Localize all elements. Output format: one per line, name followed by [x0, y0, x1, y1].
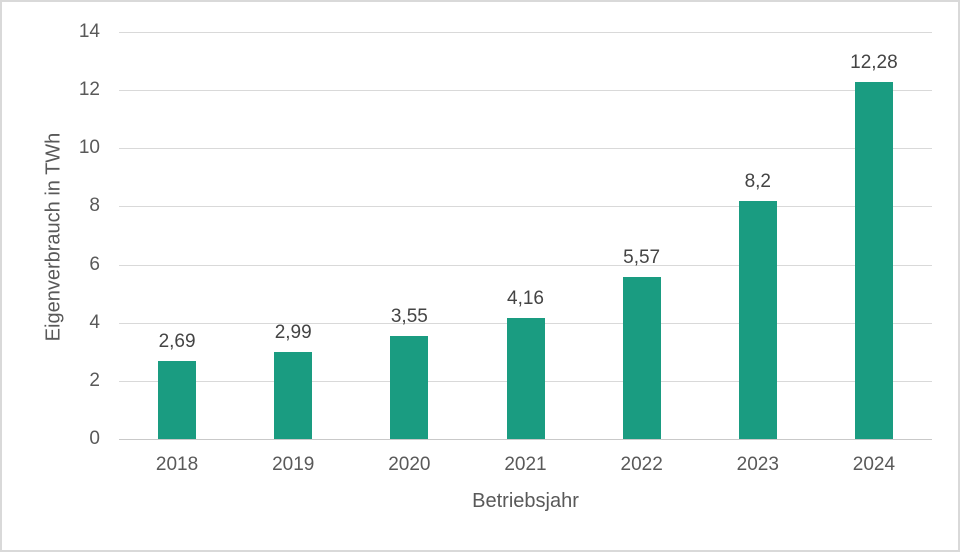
gridline — [119, 264, 932, 266]
bar-2022 — [622, 277, 661, 439]
bar-2021 — [506, 318, 545, 439]
x-axis-ticks: 2018 2019 2020 2021 2022 2023 2024 — [119, 454, 932, 480]
y-axis-ticks: 0 2 4 6 8 10 12 14 — [42, 21, 100, 449]
y-tick-label: 14 — [78, 21, 100, 42]
y-tick-label: 4 — [89, 311, 100, 333]
bar-2019 — [274, 352, 313, 439]
y-tick-label: 12 — [78, 79, 100, 101]
bar-value-label: 3,55 — [390, 305, 428, 327]
y-tick-label: 2 — [89, 369, 100, 391]
y-tick-label: 6 — [89, 253, 100, 275]
y-tick-label: 8 — [89, 195, 100, 217]
bar-2020 — [390, 335, 429, 439]
bar-value-label: 2,69 — [158, 330, 196, 352]
x-tick-label: 2022 — [620, 454, 663, 475]
y-tick-label: 10 — [78, 137, 100, 159]
gridline — [119, 148, 932, 150]
x-tick-label: 2018 — [155, 454, 199, 475]
y-tick-label: 0 — [89, 428, 100, 449]
bar-value-label: 2,99 — [274, 322, 312, 344]
gridline — [119, 206, 932, 208]
gridline — [119, 90, 932, 92]
plot-area: 2,69 2,99 3,55 4,16 5,57 8,2 12,28 — [119, 32, 932, 440]
x-axis-title: Betriebsjahr — [472, 490, 579, 512]
bar-value-label: 12,28 — [850, 52, 898, 74]
bar-value-label: 4,16 — [507, 288, 544, 310]
x-tick-label: 2024 — [852, 454, 896, 475]
x-tick-label: 2019 — [272, 454, 315, 475]
x-tick-label: 2023 — [736, 454, 779, 475]
bar-2023 — [738, 200, 777, 439]
x-tick-label: 2021 — [504, 454, 547, 475]
bar-2024 — [854, 82, 893, 439]
gridline — [119, 32, 932, 33]
bar-2018 — [158, 360, 197, 439]
bar-value-label: 5,57 — [623, 247, 661, 269]
x-axis-line — [119, 439, 932, 440]
x-tick-label: 2020 — [388, 454, 431, 475]
bar-value-label: 8,2 — [744, 170, 771, 192]
